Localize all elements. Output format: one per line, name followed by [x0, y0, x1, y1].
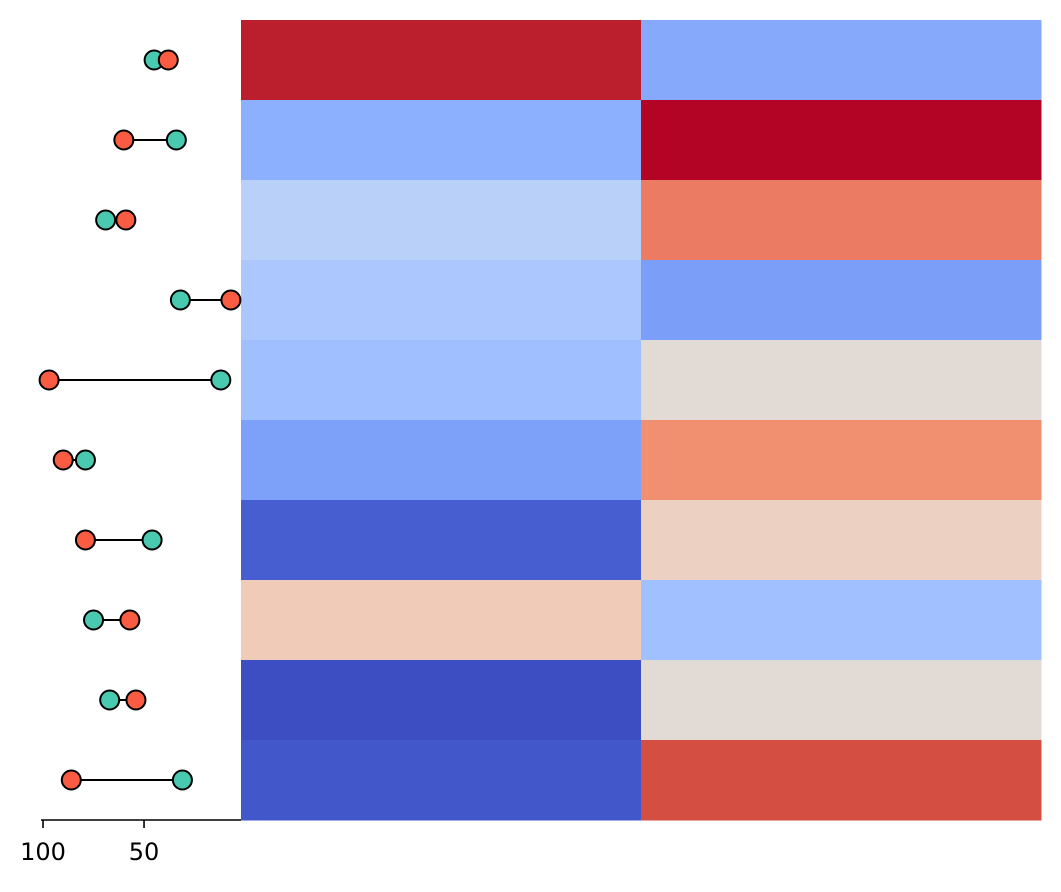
dumbbell-point-coral — [119, 609, 141, 631]
x-axis-tick-label: 100 — [20, 838, 66, 866]
heatmap-cell — [241, 340, 642, 421]
dumbbell-point-coral — [115, 209, 137, 231]
x-axis-tick-label: 50 — [129, 838, 160, 866]
dumbbell-point-teal — [83, 609, 105, 631]
dumbbell-point-coral — [125, 689, 147, 711]
dumbbell-point-teal — [210, 369, 232, 391]
dumbbell-point-coral — [38, 369, 60, 391]
heatmap-cell — [641, 420, 1042, 501]
heatmap-cell — [641, 660, 1042, 741]
heatmap-cell — [641, 340, 1042, 421]
dumbbell-point-coral — [220, 289, 242, 311]
dumbbell-point-teal — [171, 769, 193, 791]
heatmap-cell — [641, 260, 1042, 341]
heatmap-cell — [641, 740, 1042, 821]
dumbbell-point-teal — [141, 529, 163, 551]
heatmap-cell — [241, 580, 642, 661]
x-axis: 100 50 — [20, 819, 241, 866]
dumbbell-point-teal — [165, 129, 187, 151]
dumbbell-point-coral — [74, 529, 96, 551]
heatmap-cell — [241, 180, 642, 261]
heatmap-cell — [641, 100, 1042, 181]
heatmap-cell — [241, 260, 642, 341]
dumbbell-point-teal — [95, 209, 117, 231]
heatmap — [241, 20, 1042, 821]
dumbbell-point-teal — [74, 449, 96, 471]
heatmap-cell — [241, 660, 642, 741]
heatmap-cell — [241, 740, 642, 821]
heatmap-cell — [241, 100, 642, 181]
heatmap-cell — [241, 500, 642, 581]
heatmap-cell — [641, 20, 1042, 101]
heatmap-cell — [241, 20, 642, 101]
dumbbell-point-coral — [52, 449, 74, 471]
heatmap-cell — [241, 420, 642, 501]
dumbbell-point-coral — [113, 129, 135, 151]
heatmap-cell — [641, 580, 1042, 661]
heatmap-cell — [641, 500, 1042, 581]
heatmap-cell — [641, 180, 1042, 261]
dumbbell-point-coral — [157, 49, 179, 71]
dumbbell-plot — [38, 49, 242, 791]
dumbbell-point-teal — [169, 289, 191, 311]
dumbbell-point-teal — [99, 689, 121, 711]
dumbbell-point-coral — [60, 769, 82, 791]
